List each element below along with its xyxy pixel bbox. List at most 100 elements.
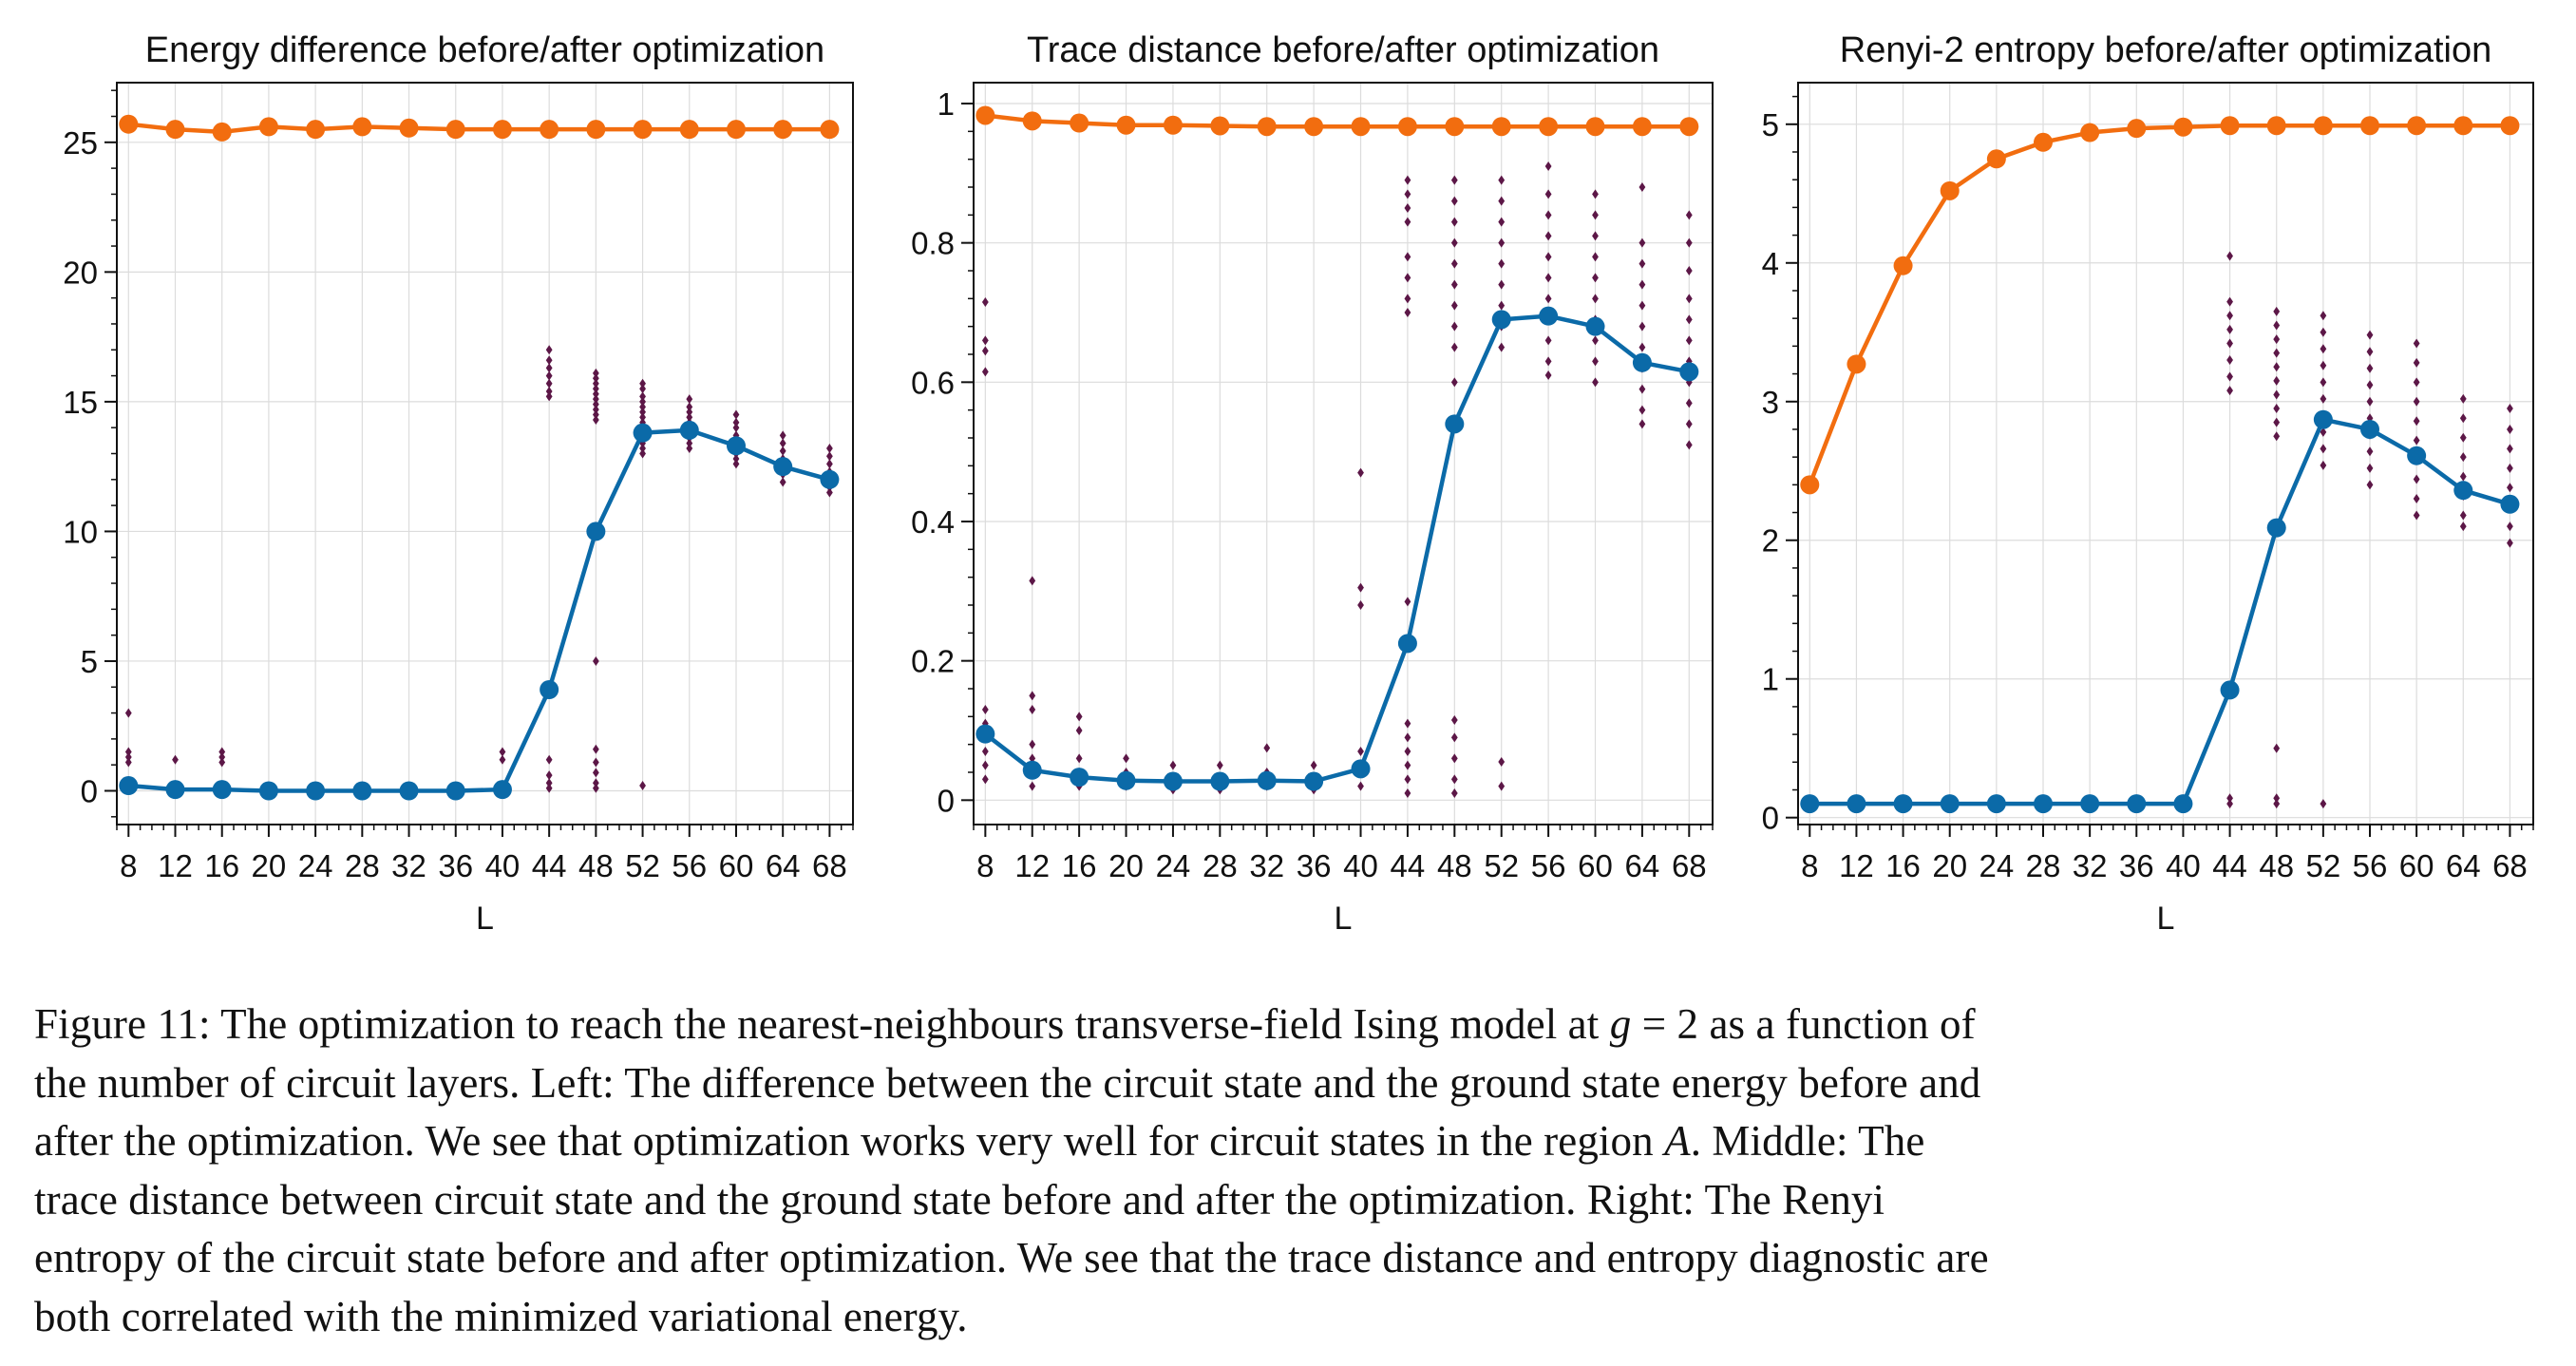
scatter-point: [499, 747, 506, 757]
scatter-point: [1450, 279, 1458, 290]
scatter-point: [592, 409, 599, 420]
scatter-point: [1450, 377, 1458, 388]
x-tick-label: 20: [1932, 848, 1967, 883]
x-tick-label: 20: [1108, 848, 1144, 883]
scatter-point: [2273, 417, 2281, 427]
scatter-point: [1544, 356, 1552, 367]
scatter-point: [1357, 747, 1364, 756]
chart-title: Energy difference before/after optimizat…: [145, 30, 824, 70]
series-point: [633, 423, 653, 443]
x-axis-label: L: [1335, 901, 1353, 937]
scatter-point: [1404, 252, 1411, 262]
scatter-point: [1075, 711, 1083, 722]
scatter-point: [1498, 175, 1506, 185]
scatter-point: [981, 760, 989, 770]
series-point: [258, 117, 278, 137]
scatter-point: [2320, 460, 2327, 470]
x-tick-label: 44: [2212, 848, 2247, 883]
scatter-point: [592, 778, 599, 788]
caption-text: . Middle: The: [1690, 1117, 1925, 1165]
scatter-point: [1029, 705, 1036, 714]
scatter-point: [592, 394, 599, 405]
scatter-point: [592, 768, 599, 778]
scatter-point: [779, 477, 786, 487]
series-point: [2313, 409, 2333, 429]
scatter-point: [2226, 296, 2233, 307]
scatter-point: [2413, 493, 2420, 503]
scatter-point: [2226, 799, 2233, 809]
y-tick-label: 0.2: [911, 644, 955, 679]
series-point: [2500, 116, 2520, 136]
series-point: [306, 781, 326, 801]
series-point: [586, 120, 606, 140]
y-tick-label: 4: [1762, 246, 1779, 281]
series-point: [212, 122, 232, 142]
y-tick-label: 25: [63, 125, 98, 161]
caption-line-6: both correlated with the minimized varia…: [34, 1292, 968, 1340]
x-axis-label: L: [476, 901, 494, 937]
scatter-point: [1450, 237, 1458, 248]
series-point: [352, 117, 372, 137]
scatter-point: [639, 396, 646, 407]
scatter-point: [2273, 404, 2281, 414]
scatter-point: [2459, 522, 2467, 532]
x-tick-label: 60: [1578, 848, 1613, 883]
scatter-point: [2226, 354, 2233, 365]
scatter-point: [825, 459, 833, 469]
scatter-point: [545, 783, 553, 793]
series-point: [975, 105, 995, 125]
scatter-point: [545, 754, 553, 765]
scatter-point: [2366, 380, 2374, 390]
x-tick-label: 32: [2073, 848, 2108, 883]
scatter-point: [1404, 294, 1411, 304]
scatter-point: [2320, 311, 2327, 321]
x-tick-label: 8: [120, 848, 137, 883]
x-tick-label: 60: [2399, 848, 2434, 883]
series-point: [1491, 310, 1511, 330]
y-tick-label: 20: [63, 255, 98, 290]
scatter-point: [1592, 189, 1599, 199]
x-tick-label: 24: [1979, 848, 2014, 883]
scatter-point: [779, 438, 786, 448]
series-point: [445, 120, 465, 140]
scatter-point: [2320, 377, 2327, 388]
scatter-point: [1404, 308, 1411, 317]
scatter-point: [1498, 757, 1506, 767]
scatter-point: [2320, 327, 2327, 337]
series-point: [1163, 115, 1183, 135]
x-tick-label: 56: [2353, 848, 2388, 883]
scatter-point: [1450, 321, 1458, 332]
scatter-point: [2507, 424, 2513, 434]
series-point: [2360, 419, 2379, 439]
scatter-point: [1450, 217, 1458, 227]
series-point: [2127, 794, 2147, 814]
series-point: [1940, 794, 1960, 814]
scatter-point: [732, 453, 740, 464]
series-point: [1351, 759, 1371, 779]
x-tick-label: 36: [2119, 848, 2154, 883]
scatter-point: [592, 783, 599, 793]
scatter-point: [1263, 743, 1271, 753]
scatter-point: [124, 752, 132, 762]
x-tick-label: 68: [812, 848, 847, 883]
scatter-point: [2413, 510, 2420, 521]
scatter-point: [1075, 753, 1083, 764]
scatter-point: [2273, 799, 2281, 809]
series-point: [1491, 117, 1511, 137]
series-point: [119, 114, 139, 134]
x-tick-label: 48: [2259, 848, 2294, 883]
caption-text: as a function of: [1709, 1000, 1976, 1048]
scatter-point: [2320, 444, 2327, 454]
series-point: [586, 522, 606, 541]
scatter-point: [124, 757, 132, 768]
series-point: [1022, 760, 1042, 780]
series-point: [212, 780, 232, 800]
scatter-point: [1638, 342, 1646, 352]
scatter-point: [2320, 360, 2327, 370]
series-point: [2500, 494, 2520, 514]
scatter-point: [981, 705, 989, 714]
series-point: [1940, 180, 1960, 200]
scatter-point: [1544, 161, 1552, 171]
scatter-point: [124, 708, 132, 718]
scatter-point: [1685, 398, 1693, 408]
